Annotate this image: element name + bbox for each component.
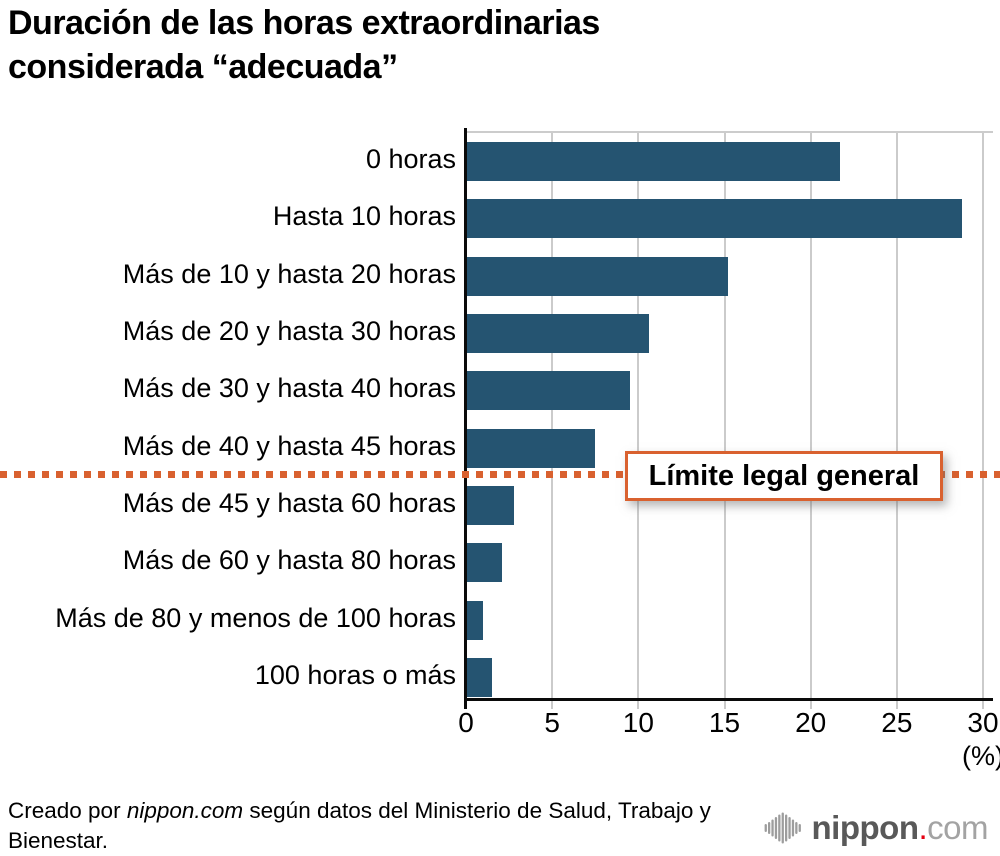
waveform-bars-icon bbox=[763, 809, 803, 847]
gridline-25 bbox=[895, 133, 898, 709]
category-label-6: Más de 45 y hasta 60 horas bbox=[122, 488, 456, 519]
category-label-4: Más de 30 y hasta 40 horas bbox=[122, 373, 456, 404]
bar-0 bbox=[466, 142, 840, 181]
x-tick-label-10: 10 bbox=[622, 707, 654, 738]
bar-3 bbox=[466, 314, 649, 354]
category-label-5: Más de 40 y hasta 45 horas bbox=[122, 430, 456, 461]
bar-9 bbox=[466, 658, 492, 698]
gridline-30 bbox=[982, 133, 984, 709]
x-tick-label-15: 15 bbox=[708, 707, 741, 738]
category-label-7: Más de 60 y hasta 80 horas bbox=[122, 545, 456, 576]
source-note-brand: nippon.com bbox=[126, 798, 244, 823]
bar-8 bbox=[466, 600, 484, 640]
gridline-15 bbox=[723, 133, 726, 709]
category-label-9: 100 horas o más bbox=[254, 660, 456, 691]
legal-limit-dotted-line bbox=[0, 471, 1000, 478]
bar-7 bbox=[466, 543, 503, 583]
x-axis-line bbox=[464, 698, 993, 701]
bar-5 bbox=[466, 428, 596, 468]
category-label-3: Más de 20 y hasta 30 horas bbox=[122, 316, 456, 347]
bar-6 bbox=[466, 486, 515, 526]
gridline-10 bbox=[637, 133, 640, 709]
bar-1 bbox=[466, 199, 963, 239]
x-tick-label-30: 30 bbox=[967, 707, 999, 738]
bar-4 bbox=[466, 371, 630, 411]
x-tick-label-5: 5 bbox=[544, 707, 560, 738]
category-label-2: Más de 10 y hasta 20 horas bbox=[122, 258, 456, 289]
x-tick-label-20: 20 bbox=[795, 707, 827, 738]
axis-unit-label: (%) bbox=[962, 741, 1000, 771]
gridline-20 bbox=[809, 133, 812, 709]
source-note-suffix: según datos del Ministerio de Salud, Tra… bbox=[8, 798, 711, 854]
nippon-logo: nippon.com bbox=[763, 806, 988, 850]
x-tick-label-0: 0 bbox=[458, 707, 474, 738]
logo-dot: . bbox=[918, 809, 928, 846]
y-axis-line bbox=[464, 128, 467, 709]
chart-title: Duración de las horas extraordinarias co… bbox=[8, 4, 600, 86]
nippon-logo-wordmark: nippon.com bbox=[811, 809, 989, 847]
logo-name: nippon bbox=[811, 809, 919, 846]
logo-tld: com bbox=[927, 809, 988, 846]
category-labels: 0 horas Hasta 10 horas Más de 10 y hasta 2… bbox=[0, 131, 456, 700]
source-note-prefix: Creado por bbox=[8, 798, 127, 823]
source-note: Creado por nippon.com según datos del Mi… bbox=[8, 796, 718, 856]
category-label-0: 0 horas bbox=[365, 144, 456, 174]
bar-2 bbox=[466, 256, 728, 296]
plot-area bbox=[466, 131, 993, 709]
gridline-5 bbox=[551, 133, 554, 709]
category-label-1: Hasta 10 horas bbox=[272, 201, 456, 232]
category-label-8: Más de 80 y menos de 100 horas bbox=[55, 602, 456, 633]
x-tick-label-25: 25 bbox=[881, 707, 913, 738]
legal-limit-label: Límite legal general bbox=[625, 451, 943, 501]
